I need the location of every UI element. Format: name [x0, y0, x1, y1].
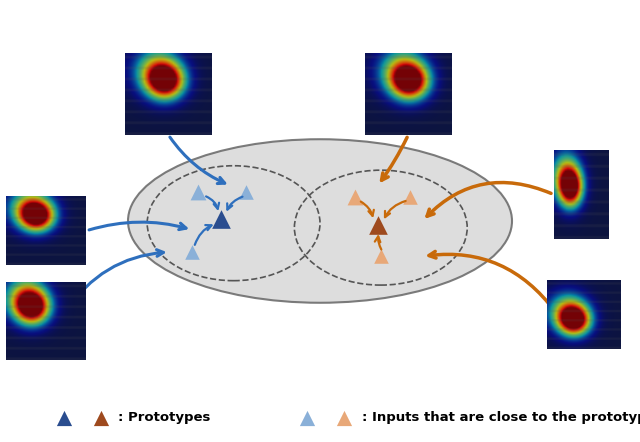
Point: [404, 193, 415, 200]
Bar: [6, 283, 86, 360]
Text: : Prototypes: : Prototypes: [118, 411, 211, 424]
Point: [193, 189, 204, 196]
Point: [339, 414, 349, 421]
Point: [302, 414, 312, 421]
Point: [216, 215, 226, 222]
Point: [376, 253, 386, 260]
Text: : Inputs that are close to the prototypes: : Inputs that are close to the prototype…: [362, 411, 640, 424]
Bar: [125, 53, 211, 135]
Point: [241, 189, 252, 196]
Point: [350, 193, 360, 200]
Bar: [6, 197, 86, 265]
Point: [59, 414, 69, 421]
Bar: [547, 281, 621, 349]
Point: [187, 248, 197, 255]
Bar: [365, 53, 451, 135]
Point: [96, 414, 106, 421]
Ellipse shape: [128, 139, 512, 303]
Point: [372, 222, 383, 229]
Bar: [554, 150, 608, 239]
